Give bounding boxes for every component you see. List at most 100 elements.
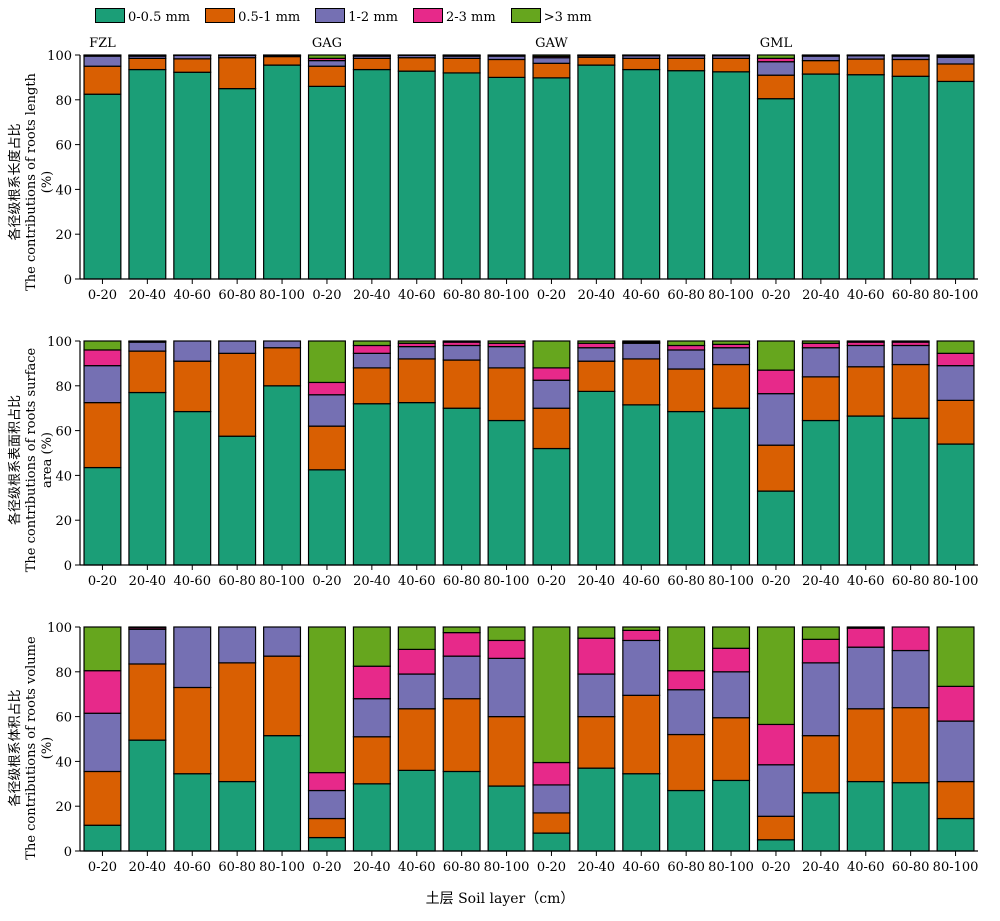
bar-segment [936,780,975,820]
legend-item: 0-0.5 mm [95,8,190,25]
x-tick-label: 80-100 [933,288,979,303]
bar-segment [846,340,885,343]
bar-segment [263,340,302,349]
bar-segment [173,71,212,280]
bar-segment [622,340,661,343]
bar-segment [891,782,930,852]
y-tick-label: 100 [47,335,72,350]
bar-segment [487,639,526,659]
x-tick-label: 0-20 [537,574,566,589]
bar-segment [128,341,167,352]
bar-segment [622,342,661,360]
bar-segment [352,344,391,354]
bar-segment [936,720,975,783]
bar-segment [577,767,616,852]
y-tick-label: 40 [55,755,72,770]
bar-segment [622,358,661,406]
x-tick-label: 20-40 [802,288,839,303]
bar-segment [263,64,302,280]
bar-segment [128,68,167,280]
bar-segment [83,93,122,280]
bar-segment [532,54,571,57]
bar-segment [891,340,930,343]
bar-segment [622,629,661,642]
x-tick-label: 40-60 [398,860,435,875]
legend-swatch [205,8,236,23]
panel-2-ylabel-cn: 各径级根系表面积占比 [8,395,23,526]
bar-segment [936,340,975,354]
bar-segment [532,367,571,381]
bar-segment [891,344,930,366]
bar-segment [936,443,975,566]
legend-swatch [95,8,125,23]
bar-segment [442,57,481,74]
x-tick-label: 20-40 [129,574,166,589]
panel-3-ylabel-cn: 各径级根系体积占比 [8,689,23,807]
bar-segment [397,402,436,566]
bar-segment [352,340,391,347]
bar-segment [577,715,616,769]
x-tick-label: 60-80 [443,288,480,303]
bar-segment [936,54,975,57]
bar-segment [83,55,122,67]
y-tick-label: 40 [55,469,72,484]
y-tick-label: 20 [55,800,72,815]
bar-segment [667,410,706,566]
bar-segment [936,685,975,722]
bar-segment [891,649,930,709]
bar-segment [891,626,930,652]
bar-segment [352,57,391,71]
bar-segment [83,340,122,351]
x-tick-label: 80-100 [708,860,754,875]
x-tick-label: 0-20 [537,860,566,875]
bar-segment [712,671,751,719]
bar-segment [532,784,571,814]
group-label: GML [760,36,793,51]
bar-segment [352,68,391,280]
bar-segment [801,419,840,566]
bar-segment [622,626,661,631]
bar-segment [801,73,840,280]
bar-segment [667,349,706,370]
bar-segment [218,435,257,566]
x-tick-label: 60-80 [892,574,929,589]
x-tick-label: 0-20 [537,288,566,303]
bar-segment [532,57,571,64]
bar-segment [442,72,481,280]
bar-segment [352,352,391,369]
bar-segment [532,77,571,280]
bar-segment [173,360,212,413]
legend-swatch [412,8,443,23]
bar-segment [801,340,840,344]
bar-segment [756,369,795,395]
bar-segment [83,670,122,714]
bar-segment [712,779,751,852]
bar-segment [307,836,346,852]
bar-segment [352,367,391,405]
bar-segment [667,344,706,351]
bar-segment [352,783,391,852]
legend: 0-0.5 mm 0.5-1 mm 1-2 mm 2-3 mm >3 mm [95,6,607,26]
y-tick-label: 80 [55,94,72,109]
x-tick-label: 80-100 [259,574,305,589]
x-tick-label: 80-100 [484,574,530,589]
panel-3-ylabel-en: The contributions of roots volume (%) [24,636,55,860]
bar-segment [756,839,795,852]
bar-segment [756,626,795,726]
bar-segment [667,670,706,691]
bar-segment [846,627,885,648]
bar-segment [83,824,122,852]
panel-3-ylabel: 各径级根系体积占比 The contributions of roots vol… [8,628,56,868]
bar-segment [712,363,751,409]
bar-segment [712,647,751,673]
bar-segment [442,359,481,409]
bar-segment [307,817,346,839]
x-tick-label: 60-80 [892,860,929,875]
bar-segment [846,626,885,629]
x-tick-label: 40-60 [623,288,660,303]
bar-segment [487,76,526,280]
bar-segment [712,407,751,566]
bar-segment [218,662,257,783]
x-tick-label: 20-40 [129,288,166,303]
y-tick-label: 20 [55,514,72,529]
